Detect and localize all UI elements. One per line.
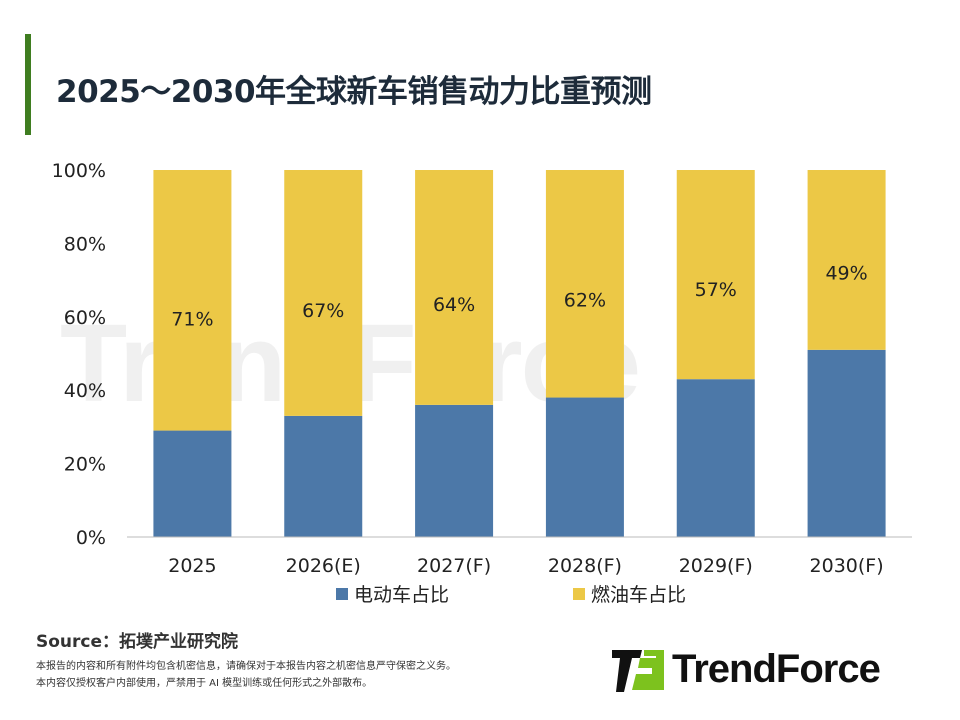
logo-mark-icon	[612, 649, 664, 692]
x-tick-label: 2028(F)	[548, 555, 622, 577]
bar-ev	[153, 430, 232, 537]
y-tick-label: 40%	[64, 380, 106, 402]
source-text: Source：拓墣产业研究院	[36, 632, 239, 652]
y-tick-label: 0%	[76, 527, 106, 549]
page-title: 2025～2030年全球新车销售动力比重预测	[56, 74, 652, 110]
legend-label: 电动车占比	[354, 584, 450, 606]
legend-item-fuel: 燃油车占比	[573, 580, 686, 607]
bar-ev	[415, 404, 494, 537]
legend-swatch	[573, 587, 585, 600]
legend-item-ev: 电动车占比	[336, 580, 449, 607]
data-label: 64%	[433, 294, 475, 316]
bar-fuel	[284, 170, 363, 416]
title-accent-bar	[25, 34, 31, 135]
data-label: 62%	[564, 290, 606, 312]
logo-text: TrendForce	[672, 647, 881, 691]
bar-ev	[284, 415, 363, 537]
x-tick-label: 2029(F)	[679, 555, 753, 577]
y-tick-label: 100%	[52, 160, 106, 182]
x-tick-label: 2026(E)	[286, 555, 361, 577]
bar-ev	[545, 397, 624, 537]
disclaimer-line-1: 本报告的内容和所有附件均包含机密信息，请确保对于本报告内容之机密信息严守保密之义…	[36, 661, 456, 672]
data-label: 67%	[302, 300, 344, 322]
data-label: 57%	[695, 279, 737, 301]
trendforce-logo: TrendForce	[612, 647, 881, 692]
data-label: 71%	[171, 309, 213, 331]
bar-fuel	[545, 170, 624, 398]
legend-swatch	[336, 587, 348, 600]
x-tick-label: 2025	[168, 555, 216, 577]
bar-fuel	[153, 170, 232, 431]
x-tick-label: 2027(F)	[417, 555, 491, 577]
disclaimer-line-2: 本内容仅授权客户内部使用，严禁用于 AI 模型训练或任何形式之外部散布。	[36, 678, 373, 689]
legend-label: 燃油车占比	[591, 584, 687, 606]
y-tick-label: 80%	[64, 233, 106, 255]
y-tick-label: 20%	[64, 454, 106, 476]
x-tick-label: 2030(F)	[810, 555, 884, 577]
bar-ev	[807, 349, 886, 537]
bar-fuel	[676, 170, 755, 380]
bar-fuel	[415, 170, 494, 405]
data-label: 49%	[825, 263, 867, 285]
bar-fuel	[807, 170, 886, 350]
bar-ev	[676, 379, 755, 537]
y-tick-label: 60%	[64, 307, 106, 329]
